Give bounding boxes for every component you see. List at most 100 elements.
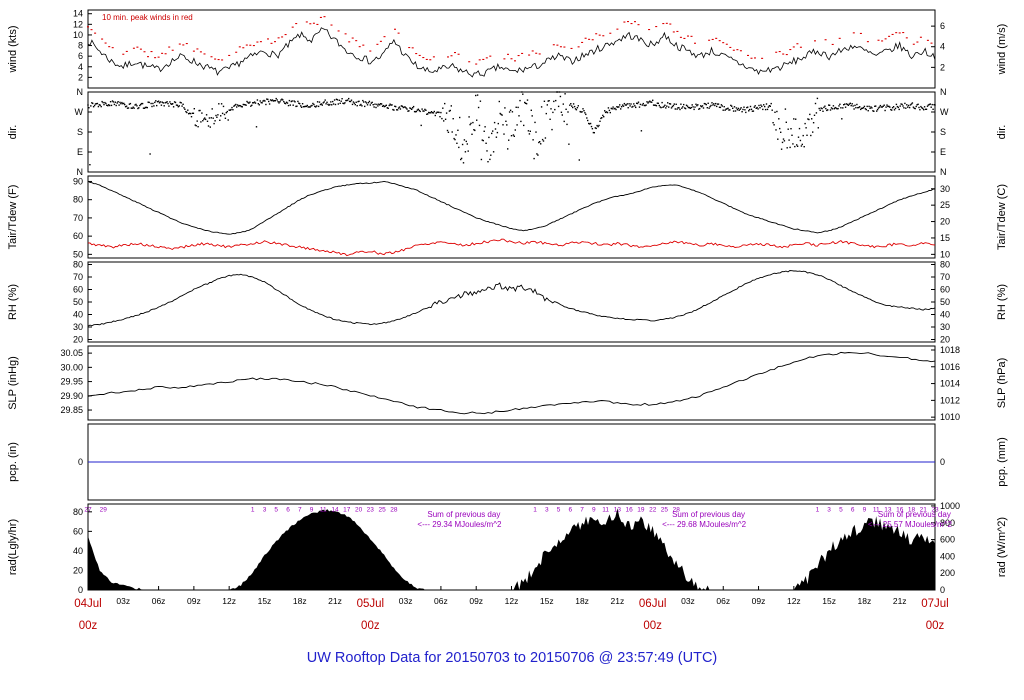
svg-text:27: 27: [84, 507, 92, 514]
svg-text:16: 16: [625, 507, 633, 514]
figure-title: UW Rooftop Data for 20150703 to 20150706…: [306, 650, 718, 666]
x-hour-label: 21z: [893, 596, 907, 606]
svg-text:20: 20: [355, 507, 363, 514]
y-tick-label-right: 30: [940, 322, 950, 332]
y-tick-label-right: 60: [940, 285, 950, 295]
x-hour-label: 12z: [505, 596, 519, 606]
y-tick-label-right: 30: [940, 184, 950, 194]
svg-text:7: 7: [298, 507, 302, 514]
svg-text:6: 6: [568, 507, 572, 514]
svg-text:25: 25: [378, 507, 386, 514]
axis-label-left-rh: RH (%): [7, 284, 19, 320]
y-tick-label-left: 40: [73, 546, 83, 556]
wind-speed-line: [87, 27, 936, 78]
svg-text:9: 9: [310, 507, 314, 514]
rad-sum-annotation-1: Sum of previous day<--- 29.68 MJoules/m^…: [662, 510, 747, 529]
x-hour-label: 09z: [752, 596, 766, 606]
svg-text:5: 5: [557, 507, 561, 514]
axis-label-right-wind: wind (m/s): [996, 24, 1008, 76]
axis-label-left-wind: wind (kts): [7, 25, 19, 73]
svg-text:13: 13: [884, 507, 892, 514]
wind-peak-dots: [87, 16, 933, 65]
y-tick-label-right: 200: [940, 568, 955, 578]
x-date-label: 04Jul: [74, 598, 102, 610]
y-tick-label-right: N: [940, 167, 947, 177]
panel-rh-yticks: 80 70 60 50 40 30 20 80 70 60 50 40 30 20: [73, 260, 950, 345]
y-tick-label-right: 600: [940, 535, 955, 545]
svg-text:11: 11: [602, 507, 609, 514]
svg-text:25: 25: [661, 507, 669, 514]
y-tick-label-right: 1010: [940, 412, 960, 422]
y-tick-label-right: S: [940, 127, 946, 137]
y-tick-label-left: 29.95: [60, 377, 83, 387]
y-tick-label-left: E: [77, 147, 83, 157]
x-hour-label: 12z: [787, 596, 801, 606]
y-tick-label-left: 80: [73, 260, 83, 270]
x-date-label: 07Jul: [921, 598, 949, 610]
svg-text:5: 5: [839, 507, 843, 514]
x-hour-label: 15z: [540, 596, 554, 606]
svg-text:17: 17: [343, 507, 351, 514]
tdew-line: [87, 238, 936, 257]
y-tick-label-left: 10: [73, 30, 83, 40]
y-tick-label-left: 80: [73, 507, 83, 517]
svg-text:9: 9: [863, 507, 867, 514]
rad-sum-title: Sum of previous day: [672, 510, 745, 519]
x-hour-label: 03z: [399, 596, 413, 606]
svg-text:23: 23: [931, 507, 939, 514]
y-tick-label-left: 40: [73, 310, 83, 320]
y-tick-label-right: 40: [940, 310, 950, 320]
svg-text:1: 1: [251, 507, 255, 514]
y-tick-label-left: 8: [78, 41, 83, 51]
svg-text:3: 3: [263, 507, 267, 514]
tair-line: [87, 180, 936, 235]
y-tick-label-left: 6: [78, 51, 83, 61]
y-tick-label-left: 70: [73, 272, 83, 282]
y-tick-label-left: 14: [73, 9, 83, 19]
x-hour-label: 21z: [328, 596, 342, 606]
rad-sum-annotation-2: Sum of previous day<--- 25.57 MJoules/m^…: [868, 510, 953, 529]
x-date-sublabel: 00z: [79, 620, 98, 632]
rad-sum-value: <--- 29.68 MJoules/m^2: [662, 520, 747, 529]
x-hour-label: 06z: [152, 596, 166, 606]
y-tick-label-right: 1016: [940, 362, 960, 372]
y-tick-label-left: 80: [73, 195, 83, 205]
svg-text:1: 1: [816, 507, 820, 514]
y-tick-label-left: 29.90: [60, 391, 83, 401]
axis-label-right-dir: dir.: [996, 125, 1008, 140]
svg-text:3: 3: [827, 507, 831, 514]
svg-text:11: 11: [873, 507, 880, 514]
y-tick-label-right: 20: [940, 217, 950, 227]
svg-text:1: 1: [533, 507, 537, 514]
rad-sum-title: Sum of previous day: [878, 510, 951, 519]
panel-slp: 30.05 30.00 29.95 29.90 29.85 1018 1016 1014 101…: [7, 345, 1008, 422]
svg-text:14: 14: [331, 507, 339, 514]
y-tick-label-left: 0: [78, 585, 83, 595]
y-tick-label-right: 1012: [940, 395, 960, 405]
axis-label-left-rad: rad(Lgly/hr): [7, 519, 19, 575]
panel-slp-yticks: 30.05 30.00 29.95 29.90 29.85 1018 1016 1014 101…: [60, 345, 960, 422]
y-tick-label-right: 1018: [940, 345, 960, 355]
x-hour-label: 09z: [469, 596, 483, 606]
y-tick-label-left: 29.85: [60, 405, 83, 415]
x-hour-label: 15z: [258, 596, 272, 606]
y-tick-label-right: 6: [940, 21, 945, 31]
rad-sum-annotation-0: Sum of previous day<--- 29.34 MJoules/m^…: [417, 510, 502, 529]
y-tick-label-right: 70: [940, 272, 950, 282]
y-tick-label-left: 0: [78, 457, 83, 467]
y-tick-label-left: 60: [73, 231, 83, 241]
y-tick-label-left: 30: [73, 322, 83, 332]
y-tick-label-left: N: [77, 87, 84, 97]
y-tick-label-right: 50: [940, 297, 950, 307]
y-tick-label-right: 20: [940, 335, 950, 345]
x-hour-label: 03z: [681, 596, 695, 606]
y-tick-label-right: 10: [940, 249, 950, 259]
y-tick-label-left: 50: [73, 297, 83, 307]
panel-temp: 90 80 70 60 50 30 25 20 15 10 Tair/Tdew (F) Tair/Td…: [7, 175, 1008, 259]
rad-sum-value: <--- 29.34 MJoules/m^2: [417, 520, 502, 529]
axis-label-right-temp: Tair/Tdew (C): [996, 184, 1008, 250]
